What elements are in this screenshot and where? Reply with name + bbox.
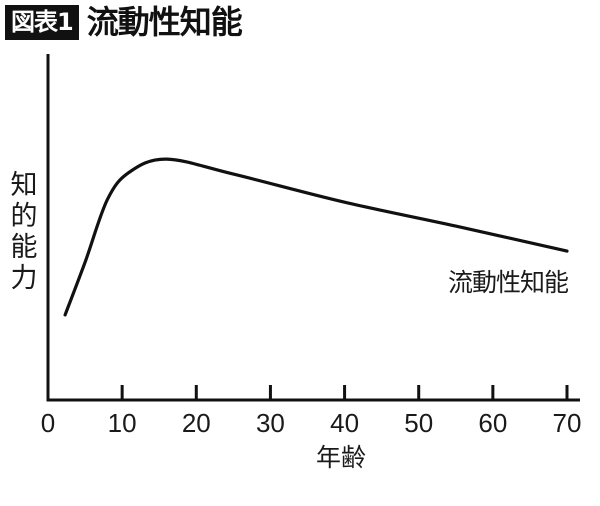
- x-tick-label: 10: [108, 408, 137, 438]
- x-tick-label: 70: [553, 408, 582, 438]
- x-axis-ticks: [120, 385, 569, 400]
- x-tick-label: 30: [256, 408, 285, 438]
- x-tick-label: 60: [478, 408, 507, 438]
- x-tick-label: 40: [330, 408, 359, 438]
- x-tick-label: 20: [182, 408, 211, 438]
- x-axis-tick-labels: 0 10 20 30 40 50 60 70: [41, 408, 582, 438]
- fluid-intelligence-curve: [63, 157, 569, 317]
- x-axis-label: 年齢: [316, 443, 367, 472]
- x-tick-label: 50: [404, 408, 433, 438]
- chart-title: 流動性知能: [86, 3, 243, 41]
- figure-header: 図表1 流動性知能: [5, 3, 243, 41]
- figure-badge: 図表1: [5, 4, 79, 40]
- series-label: 流動性知能: [448, 268, 569, 297]
- x-tick-label: 0: [41, 408, 55, 438]
- y-axis-label: 知的能力: [10, 170, 38, 294]
